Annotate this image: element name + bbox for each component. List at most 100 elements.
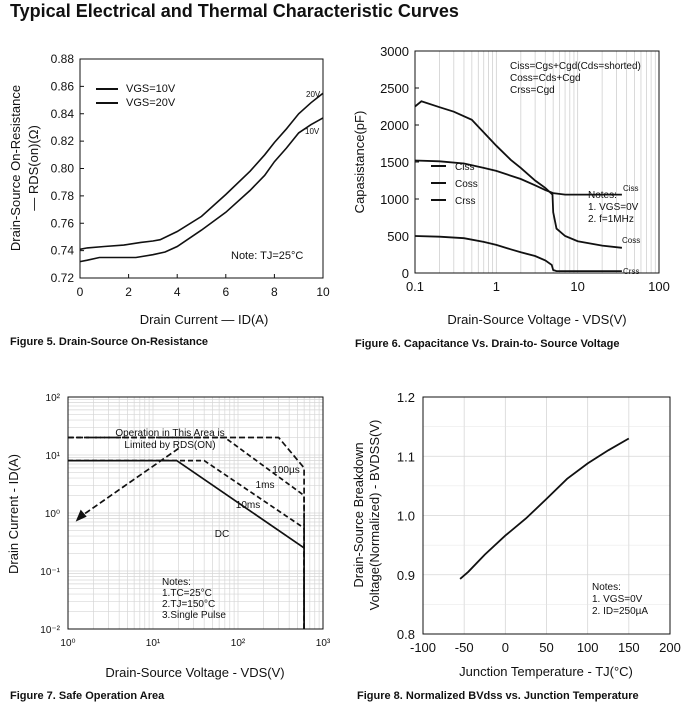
note-text: 1. VGS=0V: [588, 202, 639, 213]
y-axis-label: Drain Current - ID(A): [6, 454, 21, 574]
x-tick-label: 6: [222, 285, 229, 299]
note-text: Note: TJ=25°C: [231, 250, 303, 262]
curve-label: Crss: [623, 267, 639, 276]
y-tick-label: 0.86: [51, 79, 75, 93]
x-tick-label: -50: [455, 640, 474, 655]
y-tick-label: 10¹: [46, 451, 61, 462]
y-tick-label: 500: [387, 229, 409, 244]
y-tick-label: 3000: [380, 44, 409, 59]
formula-text: Coss=Cds+Cgd: [510, 73, 581, 84]
series-line-BVDSS: [459, 437, 630, 580]
x-tick-label: 100: [648, 279, 670, 294]
y-axis-label: Capasistance(pF): [352, 111, 367, 214]
y-tick-label: 2500: [380, 81, 409, 96]
curve-label: Coss: [622, 236, 640, 245]
y-axis-label: Drain-Source Breakdown: [351, 442, 366, 587]
fig6-caption: Figure 6. Capacitance Vs. Drain-to- Sour…: [355, 338, 620, 350]
curve-label: 20V: [306, 90, 321, 99]
curve-label: 100µs: [272, 465, 299, 476]
y-tick-label: 10⁻²: [40, 625, 60, 636]
y-tick-label: 0.76: [51, 216, 75, 230]
x-tick-label: 10²: [231, 638, 246, 649]
y-tick-label: 0.88: [51, 52, 75, 66]
curve-label: DC: [215, 529, 229, 540]
note-text: 3.Single Pulse: [162, 610, 226, 621]
y-tick-label: 0.8: [397, 627, 415, 642]
x-axis-label: Junction Temperature - TJ(°C): [459, 664, 633, 679]
legend-label: Ciss: [455, 162, 474, 173]
y-tick-label: 1500: [380, 155, 409, 170]
x-tick-label: 200: [659, 640, 681, 655]
y-tick-label: 10⁻¹: [40, 567, 60, 578]
y-tick-label: 1000: [380, 192, 409, 207]
formula-text: Crss=Cgd: [510, 85, 555, 96]
legend-label: Crss: [455, 196, 476, 207]
y-tick-label: 0.9: [397, 568, 415, 583]
series-line-10V: [79, 117, 324, 263]
series-line-20V: [79, 92, 324, 251]
note-text: Notes:: [592, 582, 621, 593]
arrow-head: [75, 509, 87, 522]
y-tick-label: 10²: [46, 393, 61, 404]
y-axis-label: Drain-Source On-Resistance: [8, 85, 23, 251]
note-text: 2. f=1MHz: [588, 214, 634, 225]
x-tick-label: -100: [410, 640, 436, 655]
x-tick-label: 10: [570, 279, 584, 294]
x-axis-label: Drain-Source Voltage - VDS(V): [447, 312, 626, 327]
curve-label: 1ms: [256, 480, 275, 491]
y-axis-label: Voltage(Normalized) - BVDSS(V): [367, 420, 382, 611]
curve-label: 10V: [305, 127, 320, 136]
note-text: Notes:: [162, 577, 191, 588]
x-tick-label: 100: [577, 640, 599, 655]
y-tick-label: 0: [402, 266, 409, 281]
y-tick-label: 1.0: [397, 509, 415, 524]
y-tick-label: 0.78: [51, 189, 75, 203]
y-tick-label: 2000: [380, 118, 409, 133]
y-axis-label: — RDS(on)(Ω): [26, 125, 41, 211]
fig5-caption: Figure 5. Drain-Source On-Resistance: [10, 336, 209, 348]
curve-label: Ciss: [623, 184, 639, 193]
y-tick-label: 1.1: [397, 449, 415, 464]
plot-frame: [422, 396, 671, 635]
limit-text: Operation in This Area is: [115, 428, 224, 439]
fig7-caption: Figure 7. Safe Operation Area: [10, 690, 165, 702]
x-axis-label: Drain Current — ID(A): [140, 312, 269, 327]
note-text: Notes:: [588, 190, 617, 201]
x-tick-label: 10³: [316, 638, 331, 649]
note-text: 1.TC=25°C: [162, 588, 212, 599]
y-tick-label: 1.2: [397, 390, 415, 405]
y-tick-label: 0.80: [51, 162, 75, 176]
y-tick-label: 10⁰: [45, 509, 60, 520]
x-tick-label: 0: [77, 285, 84, 299]
note-text: 2. ID=250µA: [592, 606, 648, 617]
x-tick-label: 1: [493, 279, 500, 294]
x-tick-label: 2: [125, 285, 132, 299]
x-tick-label: 10¹: [146, 638, 161, 649]
note-text: 1. VGS=0V: [592, 594, 643, 605]
page-title: Typical Electrical and Thermal Character…: [10, 1, 459, 21]
legend-label: Coss: [455, 179, 478, 190]
x-tick-label: 10⁰: [60, 638, 75, 649]
plot-frame: [67, 396, 324, 630]
series-line-Ciss: [414, 159, 622, 196]
x-tick-label: 10: [316, 285, 330, 299]
x-tick-label: 150: [618, 640, 640, 655]
y-tick-label: 0.72: [51, 271, 75, 285]
note-text: 2.TJ=150°C: [162, 599, 215, 610]
x-tick-label: 4: [174, 285, 181, 299]
x-tick-label: 8: [271, 285, 278, 299]
curve-label: 10ms: [236, 500, 260, 511]
series-line-Crss: [414, 235, 622, 273]
series-line-Rds_limit: [77, 447, 180, 520]
series-line-100µs: [68, 436, 305, 629]
legend-label: VGS=10V: [126, 83, 176, 95]
x-tick-label: 0: [502, 640, 509, 655]
x-tick-label: 0.1: [406, 279, 424, 294]
series-line-Coss: [414, 100, 622, 249]
y-tick-label: 0.84: [51, 107, 75, 121]
x-axis-label: Drain-Source Voltage - VDS(V): [105, 665, 284, 680]
y-tick-label: 0.74: [51, 244, 75, 258]
